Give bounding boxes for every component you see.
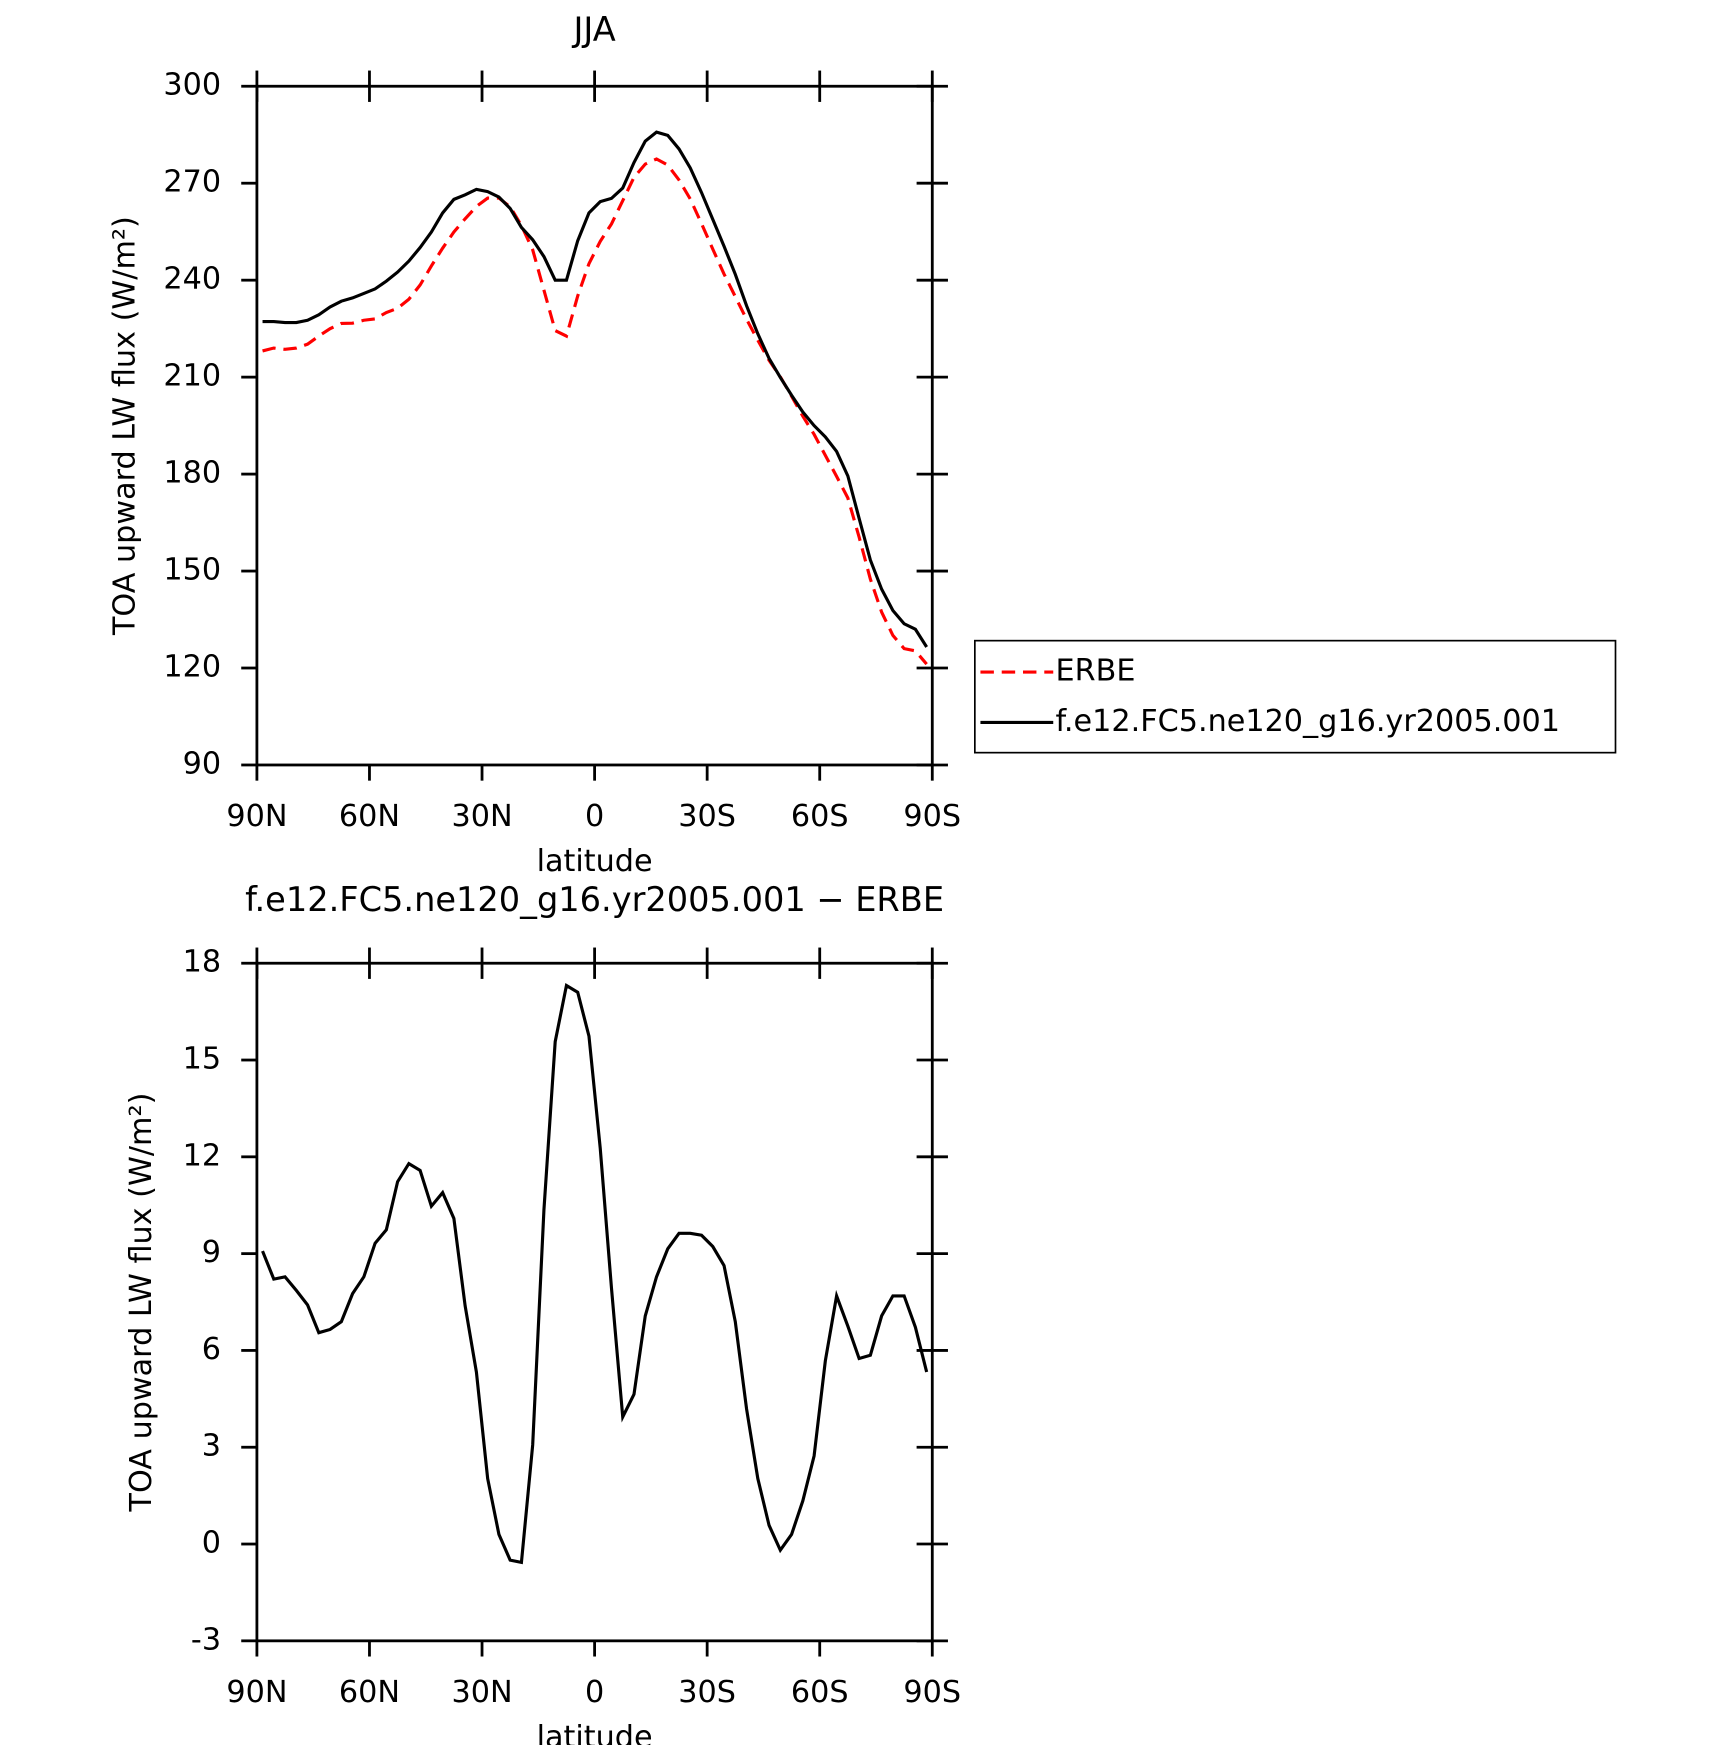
x-tick-label: 90N [226,799,287,834]
plot-frame [255,961,934,1643]
legend: ERBE f.e12.FC5.ne120_g16.yr2005.001 [974,639,1617,754]
legend-label: f.e12.FC5.ne120_g16.yr2005.001 [1055,704,1560,739]
y-tick-label: 120 [163,650,221,685]
x-tick-label: 30S [678,799,736,834]
y-tick-label: 0 [202,1526,221,1561]
y-tick-label: 270 [163,165,221,200]
legend-box [974,639,1617,754]
chart-title: f.e12.FC5.ne120_g16.yr2005.001 − ERBE [245,880,944,919]
x-tick-label: 60N [339,799,400,834]
x-tick-label: 60N [339,1675,400,1710]
y-tick-label: 3 [202,1429,221,1464]
y-axis-label: TOA upward LW flux (W/m²) [107,216,142,636]
data-line [262,130,928,648]
y-tick-label: 180 [163,456,221,491]
x-tick-label: 60S [791,1675,849,1710]
chart-title: JJA [571,10,615,49]
x-tick-label: 90S [903,1675,961,1710]
data-line [262,157,928,666]
y-tick-label: 6 [202,1332,221,1367]
x-tick-label: 60S [791,799,849,834]
data-line [261,982,929,1565]
y-axis-label: TOA upward LW flux (W/m²) [124,1093,159,1513]
y-tick-label: 210 [163,359,221,394]
y-tick-label: 240 [163,262,221,297]
y-tick-label: 9 [202,1235,221,1270]
y-tick-label: 18 [183,945,221,980]
legend-label: ERBE [1055,654,1135,689]
x-tick-label: 30S [678,1675,736,1710]
plot-frame [255,84,934,767]
x-tick-label: 0 [585,799,604,834]
y-tick-label: 300 [163,68,221,103]
x-axis-label: latitude [537,1720,653,1745]
y-tick-label: 150 [163,553,221,588]
y-tick-label: -3 [191,1622,221,1657]
x-tick-label: 30N [451,799,512,834]
y-tick-label: 90 [183,746,221,781]
x-tick-label: 90N [226,1675,287,1710]
x-tick-label: 30N [451,1675,512,1710]
y-tick-label: 12 [183,1138,221,1173]
x-tick-label: 0 [585,1675,604,1710]
y-tick-label: 15 [183,1042,221,1077]
x-axis-label: latitude [537,844,653,879]
x-tick-label: 90S [903,799,961,834]
